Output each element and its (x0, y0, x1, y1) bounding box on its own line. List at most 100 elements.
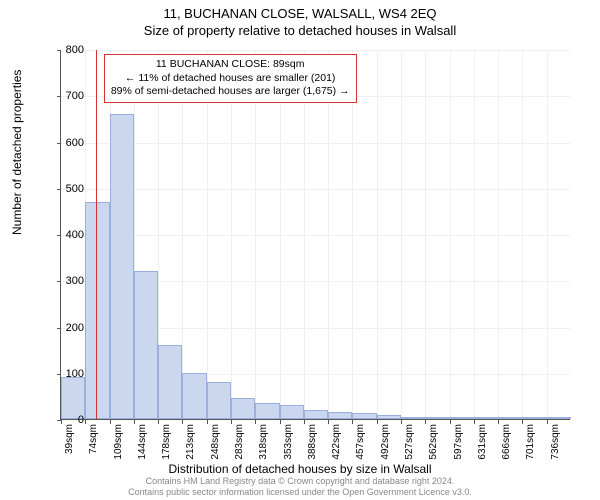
histogram-bar (134, 271, 158, 419)
gridline-v (182, 50, 183, 419)
xtick-mark (85, 420, 86, 424)
xtick-mark (110, 420, 111, 424)
ytick-label: 0 (44, 414, 84, 426)
xtick-label: 562sqm (428, 424, 439, 460)
xtick-label: 701sqm (525, 424, 536, 460)
xtick-mark (498, 420, 499, 424)
gridline-v (231, 50, 232, 419)
histogram-bar (255, 403, 279, 419)
xtick-mark (231, 420, 232, 424)
annotation-line-3: 89% of semi-detached houses are larger (… (111, 85, 350, 99)
xtick-label: 736sqm (550, 424, 561, 460)
gridline-h (61, 189, 570, 190)
xtick-mark (522, 420, 523, 424)
xtick-mark (207, 420, 208, 424)
histogram-bar (450, 417, 474, 419)
xtick-mark (280, 420, 281, 424)
x-axis-label: Distribution of detached houses by size … (0, 462, 600, 476)
gridline-v (425, 50, 426, 419)
histogram-bar (304, 410, 328, 419)
xtick-label: 527sqm (404, 424, 415, 460)
gridline-v (547, 50, 548, 419)
xtick-label: 39sqm (64, 424, 75, 454)
annotation-line-2: ← 11% of detached houses are smaller (20… (111, 72, 350, 86)
title-main: 11, BUCHANAN CLOSE, WALSALL, WS4 2EQ (0, 0, 600, 21)
histogram-bar (207, 382, 231, 419)
xtick-label: 213sqm (185, 424, 196, 460)
y-axis-label: Number of detached properties (10, 70, 24, 235)
xtick-label: 388sqm (307, 424, 318, 460)
xtick-mark (182, 420, 183, 424)
xtick-mark (547, 420, 548, 424)
gridline-v (207, 50, 208, 419)
xtick-mark (450, 420, 451, 424)
ytick-label: 500 (44, 183, 84, 195)
histogram-bar (547, 417, 571, 419)
histogram-bar (401, 417, 425, 419)
annotation-line-1: 11 BUCHANAN CLOSE: 89sqm (111, 58, 350, 72)
xtick-label: 318sqm (258, 424, 269, 460)
xtick-label: 457sqm (355, 424, 366, 460)
histogram-bar (231, 398, 255, 419)
gridline-v (522, 50, 523, 419)
xtick-mark (158, 420, 159, 424)
ytick-label: 200 (44, 322, 84, 334)
ytick-label: 600 (44, 137, 84, 149)
xtick-label: 492sqm (380, 424, 391, 460)
title-sub: Size of property relative to detached ho… (0, 21, 600, 38)
xtick-mark (377, 420, 378, 424)
histogram-bar (352, 413, 376, 419)
marker-line (96, 50, 97, 419)
histogram-bar (280, 405, 304, 419)
histogram-bar (474, 417, 498, 419)
histogram-bar (498, 417, 522, 419)
histogram-bar (158, 345, 182, 419)
xtick-label: 109sqm (113, 424, 124, 460)
histogram-bar (522, 417, 546, 419)
xtick-label: 74sqm (88, 424, 99, 454)
gridline-h (61, 235, 570, 236)
xtick-mark (134, 420, 135, 424)
gridline-h (61, 50, 570, 51)
xtick-label: 353sqm (283, 424, 294, 460)
xtick-label: 178sqm (161, 424, 172, 460)
xtick-label: 144sqm (137, 424, 148, 460)
histogram-bar (377, 415, 401, 419)
gridline-v (377, 50, 378, 419)
xtick-mark (401, 420, 402, 424)
xtick-label: 631sqm (477, 424, 488, 460)
xtick-label: 248sqm (210, 424, 221, 460)
gridline-v (450, 50, 451, 419)
xtick-label: 283sqm (234, 424, 245, 460)
ytick-label: 800 (44, 44, 84, 56)
xtick-mark (328, 420, 329, 424)
xtick-mark (352, 420, 353, 424)
footer-line-2: Contains public sector information licen… (0, 487, 600, 498)
ytick-label: 100 (44, 368, 84, 380)
gridline-v (352, 50, 353, 419)
xtick-mark (255, 420, 256, 424)
gridline-v (255, 50, 256, 419)
histogram-bar (182, 373, 206, 419)
ytick-label: 700 (44, 90, 84, 102)
histogram-bar (328, 412, 352, 419)
footer-line-1: Contains HM Land Registry data © Crown c… (0, 476, 600, 487)
plot-area: 39sqm74sqm109sqm144sqm178sqm213sqm248sqm… (60, 50, 570, 420)
gridline-h (61, 143, 570, 144)
gridline-v (328, 50, 329, 419)
histogram-bar (85, 202, 109, 419)
gridline-v (304, 50, 305, 419)
xtick-label: 422sqm (331, 424, 342, 460)
ytick-label: 300 (44, 275, 84, 287)
histogram-bar (110, 114, 134, 419)
annotation-box: 11 BUCHANAN CLOSE: 89sqm← 11% of detache… (104, 54, 357, 103)
gridline-v (280, 50, 281, 419)
chart-container: 11, BUCHANAN CLOSE, WALSALL, WS4 2EQ Siz… (0, 0, 600, 500)
histogram-bar (425, 417, 449, 419)
xtick-label: 597sqm (453, 424, 464, 460)
ytick-label: 400 (44, 229, 84, 241)
gridline-v (498, 50, 499, 419)
gridline-v (474, 50, 475, 419)
xtick-label: 666sqm (501, 424, 512, 460)
xtick-mark (425, 420, 426, 424)
